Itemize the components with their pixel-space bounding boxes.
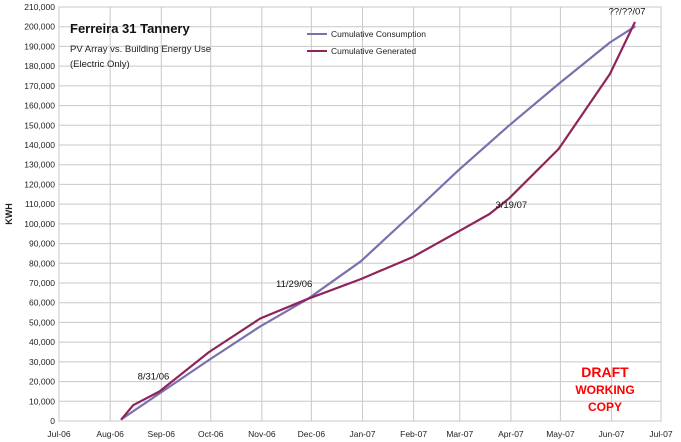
x-tick-label: Aug-06 [96, 429, 124, 439]
chart-title-block: Ferreira 31 Tannery PV Array vs. Buildin… [70, 21, 211, 70]
y-tick-label: 170,000 [24, 81, 55, 91]
y-axis-label: KWH [4, 203, 14, 225]
y-tick-label: 60,000 [29, 298, 55, 308]
x-tick-label: Feb-07 [400, 429, 427, 439]
series-line-cumulative-consumption [120, 25, 636, 421]
watermark-line-1: DRAFT [581, 364, 629, 380]
x-tick-label: Jun-07 [599, 429, 625, 439]
legend-label-consumption: Cumulative Consumption [331, 29, 426, 39]
x-tick-labels: Jul-06 Aug-06 Sep-06 Oct-06 Nov-06 Dec-06 Jan-… [47, 429, 672, 439]
watermark-line-2: WORKING [575, 383, 634, 397]
x-tick-label: Jan-07 [349, 429, 375, 439]
y-tick-label: 10,000 [29, 396, 55, 406]
x-tick-label: Sep-06 [148, 429, 176, 439]
y-tick-labels: 0 10,000 20,000 30,000 40,000 50,000 60,000 70,… [24, 2, 55, 426]
y-tick-label: 110,000 [25, 199, 55, 209]
series-line-cumulative-generated [120, 21, 636, 421]
x-tick-label: Nov-06 [248, 429, 276, 439]
y-tick-label: 30,000 [29, 357, 55, 367]
y-tick-label: 90,000 [29, 239, 55, 249]
annotation-label: ??/??/07 [609, 7, 646, 18]
chart-title: Ferreira 31 Tannery [70, 21, 190, 36]
series-layer [120, 21, 636, 421]
y-tick-label: 130,000 [24, 160, 55, 170]
y-tick-label: 160,000 [24, 101, 55, 111]
x-tick-label: Jul-07 [649, 429, 672, 439]
x-gridlines [58, 7, 662, 421]
y-tick-label: 210,000 [24, 2, 55, 12]
annotation-label: 11/29/06 [276, 279, 312, 290]
y-tick-label: 40,000 [29, 337, 55, 347]
y-gridlines [59, 6, 661, 422]
x-tick-label: Jul-06 [47, 429, 70, 439]
chart-subtitle-line-2: (Electric Only) [70, 59, 130, 70]
annotation-label: 8/31/06 [138, 371, 170, 382]
y-tick-label: 140,000 [24, 140, 55, 150]
chart-subtitle-line-1: PV Array vs. Building Energy Use [70, 44, 211, 55]
y-tick-label: 80,000 [29, 258, 55, 268]
y-tick-label: 150,000 [24, 120, 55, 130]
y-tick-label: 120,000 [24, 179, 55, 189]
y-tick-label: 20,000 [29, 377, 55, 387]
watermark-line-3: COPY [588, 400, 622, 414]
y-tick-label: 100,000 [24, 219, 55, 229]
draft-watermark: DRAFT WORKING COPY [575, 364, 634, 414]
x-tick-label: Oct-06 [198, 429, 224, 439]
annotation-label: 3/19/07 [495, 200, 527, 211]
legend-label-generated: Cumulative Generated [331, 46, 416, 56]
x-tick-label: May-07 [546, 429, 575, 439]
y-tick-label: 0 [50, 416, 55, 426]
y-tick-label: 70,000 [29, 278, 55, 288]
annotations: 8/31/06 11/29/06 3/19/07 ??/??/07 [138, 7, 646, 383]
plot-background [58, 6, 662, 422]
y-tick-label: 200,000 [24, 22, 55, 32]
legend: Cumulative Consumption Cumulative Genera… [307, 29, 426, 56]
y-tick-label: 190,000 [24, 41, 55, 51]
x-tick-label: Dec-06 [298, 429, 326, 439]
x-tick-label: Mar-07 [446, 429, 473, 439]
y-tick-label: 180,000 [24, 61, 55, 71]
x-tick-label: Apr-07 [498, 429, 524, 439]
y-tick-label: 50,000 [29, 317, 55, 327]
